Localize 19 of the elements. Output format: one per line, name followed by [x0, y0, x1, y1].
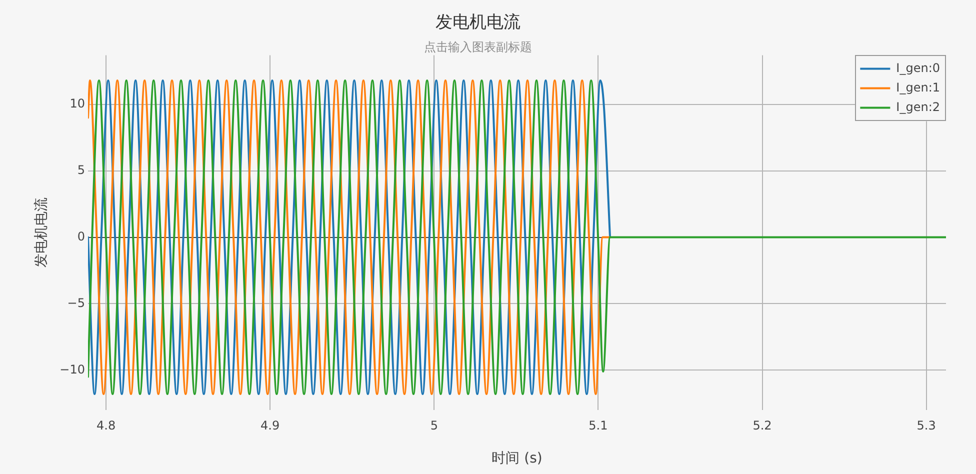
y-tick-label: −10 — [60, 362, 85, 376]
y-tick-label: 10 — [70, 96, 85, 111]
legend-label: I_gen:2 — [896, 100, 940, 114]
x-tick-label: 5.1 — [588, 418, 608, 432]
line-series — [88, 80, 946, 396]
legend-label: I_gen:0 — [896, 60, 940, 75]
y-tick-label: −5 — [67, 296, 85, 310]
x-tick-label: 5 — [430, 418, 438, 432]
chart-subtitle: 点击输入图表副标题 — [424, 40, 532, 54]
chart-title: 发电机电流 — [436, 12, 520, 33]
y-tick-label: 5 — [77, 163, 85, 177]
x-tick-label: 5.3 — [916, 418, 936, 432]
y-tick-label: 0 — [77, 229, 85, 244]
x-tick-label: 4.9 — [260, 418, 280, 432]
y-axis-title: 发电机电流 — [34, 198, 50, 268]
x-axis-title: 时间 (s) — [492, 450, 542, 467]
legend-label: I_gen:1 — [896, 80, 940, 94]
x-tick-label: 5.2 — [752, 418, 772, 432]
x-tick-label: 4.8 — [96, 418, 116, 432]
